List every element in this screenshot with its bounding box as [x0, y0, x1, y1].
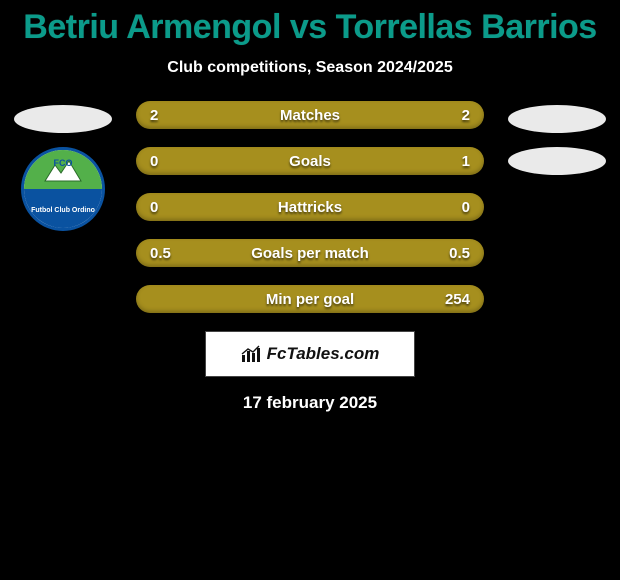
stat-label: Hattricks [278, 199, 342, 216]
logo-text: FcTables.com [267, 344, 380, 364]
stat-right: 0 [440, 199, 470, 216]
mountain-icon: FCO [41, 157, 85, 183]
right-flag-1 [508, 105, 606, 133]
left-flag [14, 105, 112, 133]
page-title: Betriu Armengol vs Torrellas Barrios [0, 8, 620, 47]
stat-label: Min per goal [266, 291, 354, 308]
stat-left: 0.5 [150, 245, 180, 262]
comparison-row: FCO Futbol Club Ordino 2 Matches 2 0 Goa… [0, 101, 620, 313]
stat-right: 2 [440, 107, 470, 124]
badge-abbrev: FCO [54, 158, 73, 168]
stat-left: 0 [150, 199, 180, 216]
source-logo[interactable]: FcTables.com [205, 331, 415, 377]
stat-label: Goals [289, 153, 331, 170]
stat-bar-mpg: Min per goal 254 [136, 285, 484, 313]
root: Betriu Armengol vs Torrellas Barrios Clu… [0, 0, 620, 413]
barchart-icon [241, 345, 263, 363]
stat-label: Matches [280, 107, 340, 124]
stat-right: 0.5 [440, 245, 470, 262]
badge-top: FCO [24, 150, 102, 189]
date-line: 17 february 2025 [0, 393, 620, 413]
stat-left: 2 [150, 107, 180, 124]
subtitle: Club competitions, Season 2024/2025 [0, 59, 620, 77]
left-player-col: FCO Futbol Club Ordino [8, 101, 118, 231]
badge-label: Futbol Club Ordino [24, 189, 102, 228]
stat-bar-matches: 2 Matches 2 [136, 101, 484, 129]
stat-bar-hattricks: 0 Hattricks 0 [136, 193, 484, 221]
left-club-badge: FCO Futbol Club Ordino [21, 147, 105, 231]
stat-left: 0 [150, 153, 180, 170]
stat-label: Goals per match [251, 245, 369, 262]
stat-bar-gpm: 0.5 Goals per match 0.5 [136, 239, 484, 267]
right-player-col [502, 101, 612, 175]
stat-bar-goals: 0 Goals 1 [136, 147, 484, 175]
right-flag-2 [508, 147, 606, 175]
stat-bars: 2 Matches 2 0 Goals 1 0 Hattricks 0 0.5 … [118, 101, 502, 313]
stat-right: 254 [440, 291, 470, 308]
stat-right: 1 [440, 153, 470, 170]
